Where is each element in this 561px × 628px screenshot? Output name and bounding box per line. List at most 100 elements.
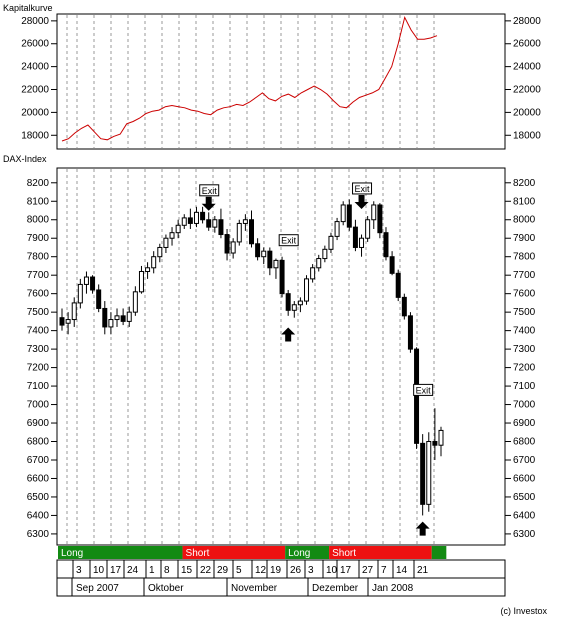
candle-body bbox=[224, 234, 230, 254]
exit-label-box bbox=[199, 184, 220, 197]
price-panel-title: DAX-Index bbox=[3, 154, 47, 164]
candle bbox=[236, 219, 242, 246]
candle bbox=[249, 210, 254, 248]
candle-body bbox=[352, 226, 358, 248]
price-tick-label-right: 6300 bbox=[513, 529, 536, 540]
candle-body bbox=[163, 237, 169, 248]
price-tick-label-left: 8100 bbox=[27, 196, 50, 207]
price-tick-label-right: 6400 bbox=[513, 510, 536, 521]
day-label: 7 bbox=[381, 565, 387, 576]
candle bbox=[151, 251, 157, 274]
candle bbox=[273, 258, 279, 279]
candle-body bbox=[407, 315, 413, 350]
price-tick-label-left: 7800 bbox=[27, 252, 50, 263]
price-tick-label-right: 6600 bbox=[513, 473, 536, 484]
candle-body bbox=[236, 222, 242, 243]
candle-body bbox=[114, 315, 120, 321]
candle bbox=[65, 312, 71, 335]
equity-tick-label-right: 28000 bbox=[513, 16, 541, 27]
candle bbox=[285, 289, 291, 316]
candle bbox=[230, 238, 236, 259]
candle-body bbox=[279, 259, 285, 295]
day-label: 21 bbox=[417, 565, 429, 576]
exit-label: Exit bbox=[352, 182, 373, 195]
candle-body bbox=[230, 241, 236, 254]
price-tick-label-right: 7700 bbox=[513, 270, 536, 281]
candle-body bbox=[83, 276, 89, 285]
candle-body bbox=[328, 235, 334, 250]
candle-body bbox=[96, 289, 102, 309]
candle bbox=[414, 347, 420, 449]
price-tick-label-left: 7900 bbox=[27, 233, 50, 244]
candle-body bbox=[371, 204, 377, 221]
exit-label: Exit bbox=[278, 234, 299, 247]
candle bbox=[83, 271, 89, 294]
candle-body bbox=[193, 211, 199, 224]
candle bbox=[365, 216, 371, 242]
position-segment-label: Short bbox=[332, 548, 356, 559]
position-segment-fill bbox=[329, 546, 432, 559]
day-label: 14 bbox=[396, 565, 408, 576]
day-label: 10 bbox=[326, 565, 338, 576]
candle bbox=[132, 286, 138, 316]
candle bbox=[297, 297, 303, 313]
candle bbox=[169, 227, 175, 246]
price-tick-label-left: 7600 bbox=[27, 289, 50, 300]
candle bbox=[145, 262, 151, 279]
buy-arrow-icon bbox=[415, 521, 430, 536]
candle bbox=[224, 228, 230, 261]
month-label: Jan 2008 bbox=[372, 583, 414, 594]
equity-tick-label-right: 24000 bbox=[513, 62, 541, 73]
candle-body bbox=[151, 256, 157, 269]
sell-arrow-icon bbox=[354, 194, 369, 209]
candle-body bbox=[145, 267, 151, 272]
day-label: 15 bbox=[181, 565, 193, 576]
candle bbox=[181, 214, 187, 229]
day-label: 12 bbox=[255, 565, 267, 576]
equity-tick-label-left: 24000 bbox=[21, 62, 49, 73]
candle bbox=[316, 254, 322, 272]
price-tick-label-left: 7500 bbox=[27, 307, 50, 318]
candle bbox=[102, 301, 108, 335]
candle-body bbox=[102, 307, 108, 328]
price-tick-label-left: 7400 bbox=[27, 326, 50, 337]
candle bbox=[114, 308, 120, 327]
day-label: 3 bbox=[76, 565, 82, 576]
equity-line bbox=[61, 15, 438, 142]
candle bbox=[212, 216, 218, 233]
candle bbox=[59, 308, 65, 331]
candle bbox=[432, 408, 438, 460]
day-label: 24 bbox=[127, 565, 139, 576]
month-label: Sep 2007 bbox=[76, 583, 119, 594]
candle-body bbox=[200, 211, 206, 221]
candle bbox=[90, 275, 96, 294]
candle bbox=[267, 247, 273, 276]
price-tick-label-right: 8100 bbox=[513, 196, 536, 207]
sell-arrow-icon bbox=[201, 196, 216, 211]
candle bbox=[126, 306, 132, 327]
candle bbox=[108, 312, 114, 335]
price-tick-label-left: 7000 bbox=[27, 400, 50, 411]
equity-tick-label-right: 26000 bbox=[513, 39, 541, 50]
price-tick-label-right: 7400 bbox=[513, 326, 536, 337]
price-tick-label-right: 7500 bbox=[513, 307, 536, 318]
candle bbox=[401, 293, 407, 320]
candle-body bbox=[132, 291, 138, 313]
price-tick-label-right: 8200 bbox=[513, 178, 536, 189]
equity-tick-label-left: 20000 bbox=[21, 107, 49, 118]
buy-arrow-icon bbox=[281, 327, 296, 342]
position-segment: Short bbox=[182, 546, 286, 559]
price-tick-label-left: 7300 bbox=[27, 344, 50, 355]
candle bbox=[407, 312, 413, 353]
position-segment-label: Short bbox=[186, 548, 210, 559]
price-tick-label-left: 6900 bbox=[27, 418, 50, 429]
candle-body bbox=[389, 256, 395, 274]
candle bbox=[340, 201, 346, 226]
candle-body bbox=[432, 441, 438, 446]
candle bbox=[438, 426, 444, 457]
price-y-ticks: 6300 6300 6400 6400 6500 6500 6600 6600 6700 6700… bbox=[27, 178, 536, 540]
position-segment-fill bbox=[285, 546, 330, 559]
candle-body bbox=[255, 243, 261, 258]
equity-tick-label-left: 26000 bbox=[21, 39, 49, 50]
signal-markers: Exit Exit Exit Exit bbox=[199, 182, 434, 536]
